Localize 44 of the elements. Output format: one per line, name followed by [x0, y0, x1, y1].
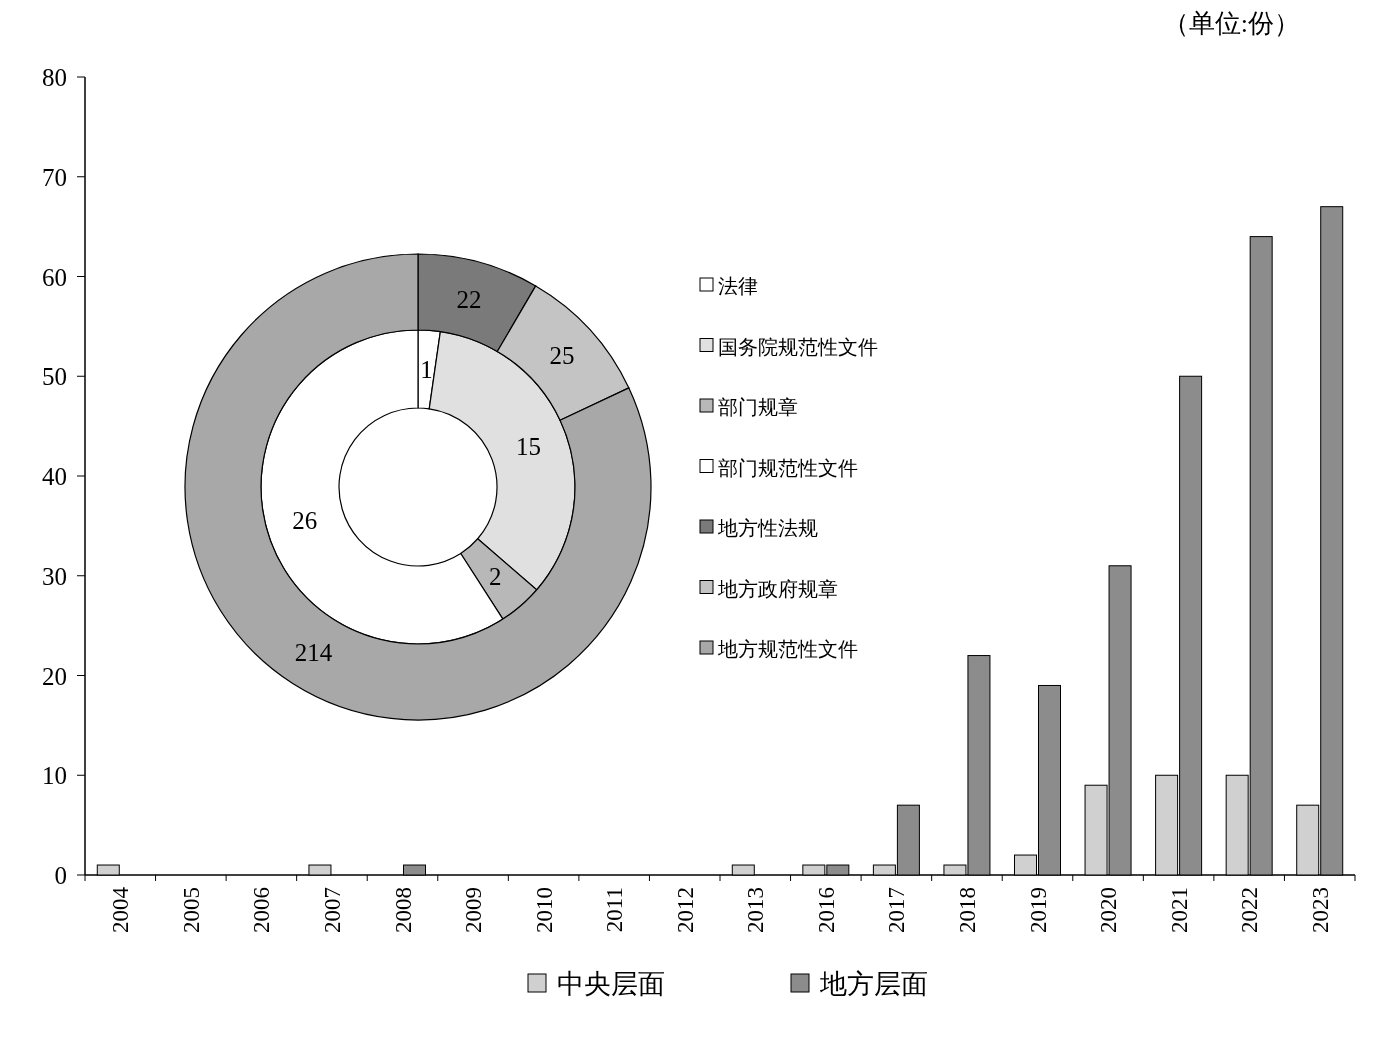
x-tick-label: 2004	[108, 886, 134, 933]
data-label: 15	[516, 432, 542, 460]
y-tick-label: 70	[42, 163, 67, 191]
x-tick-label: 2020	[1096, 887, 1122, 933]
legend-label: 地方政府规章	[717, 577, 838, 600]
data-label: 1	[420, 356, 433, 384]
x-tick-label: 2016	[813, 887, 839, 933]
x-tick-label: 2008	[390, 887, 416, 933]
legend-label: 国务院规范性文件	[718, 335, 878, 358]
text: （单位:份）	[1162, 9, 1300, 38]
legend-label: 地方性法规	[717, 517, 818, 539]
y-tick-label: 20	[42, 662, 67, 690]
x-tick-label: 2011	[602, 887, 628, 933]
data-label: 2	[489, 563, 502, 591]
legend-label: 法律	[718, 275, 758, 297]
data-label: 26	[292, 507, 318, 535]
y-tick-label: 80	[42, 64, 67, 91]
legend-label: 地方层面	[819, 969, 928, 999]
x-tick-label: 2021	[1166, 887, 1192, 933]
y-tick-label: 10	[42, 762, 67, 790]
y-tick-label: 0	[54, 862, 67, 889]
data-label: 22	[456, 285, 482, 313]
legend-label: 部门规范性文件	[718, 456, 858, 479]
y-tick-label: 40	[42, 463, 67, 490]
x-tick-label: 2005	[178, 887, 204, 933]
x-tick-label: 2019	[1025, 887, 1051, 933]
x-tick-label: 2007	[319, 887, 345, 933]
legend-label: 中央层面	[557, 969, 665, 999]
legend-label: 部门规章	[718, 396, 798, 418]
x-tick-label: 2013	[743, 887, 769, 933]
data-label: 214	[294, 638, 333, 666]
legend-label: 地方规范性文件	[717, 638, 858, 660]
data-label: 25	[549, 342, 575, 370]
y-tick-label: 60	[42, 263, 67, 291]
x-tick-label: 2012	[672, 887, 698, 933]
x-tick-label: 2017	[884, 887, 910, 933]
x-tick-label: 2009	[461, 887, 487, 933]
x-tick-label: 2023	[1307, 887, 1333, 933]
x-tick-label: 2018	[954, 887, 980, 933]
y-tick-label: 50	[42, 363, 67, 391]
x-tick-label: 2010	[531, 887, 557, 933]
x-tick-label: 2022	[1237, 887, 1263, 933]
y-tick-label: 30	[42, 562, 67, 590]
x-tick-label: 2006	[249, 887, 275, 933]
